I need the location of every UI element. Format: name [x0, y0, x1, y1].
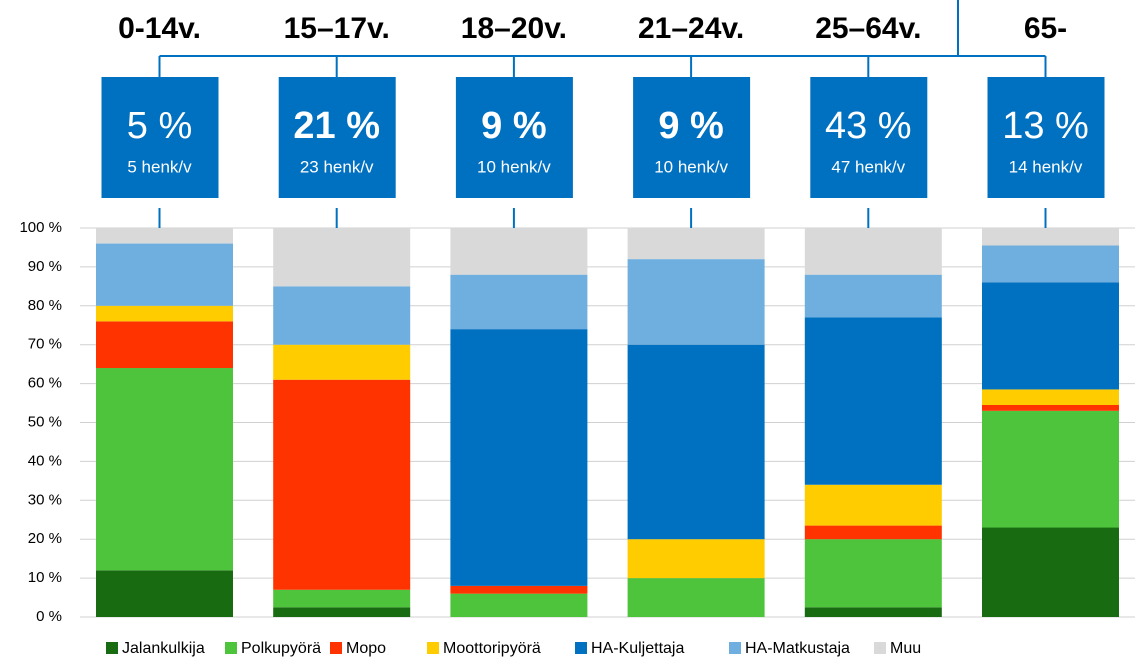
bar-segment — [982, 404, 1119, 411]
bar-segment — [273, 286, 411, 345]
legend-label: Jalankulkija — [122, 640, 205, 657]
age-label: 25–64v. — [815, 12, 921, 45]
share-box — [278, 77, 396, 198]
bar-segment — [982, 527, 1119, 617]
bar-segment — [982, 282, 1119, 390]
bar-segment — [982, 410, 1119, 528]
persons-label: 23 henk/v — [300, 157, 374, 176]
legend-label: Muu — [890, 640, 921, 657]
share-box — [633, 77, 751, 198]
age-label: 65- — [1024, 12, 1067, 45]
share-label: 9 % — [481, 105, 546, 147]
legend-swatch — [874, 642, 886, 654]
bar-segment — [627, 344, 765, 540]
bar-segment — [96, 228, 233, 244]
legend-swatch — [575, 642, 587, 654]
persons-label: 47 henk/v — [831, 157, 905, 176]
bar-segment — [804, 317, 942, 485]
age-label: 21–24v. — [638, 12, 744, 45]
bar-segment — [96, 321, 233, 369]
bar-segment — [627, 539, 765, 579]
bar-segment — [273, 589, 411, 608]
bar-segment — [96, 368, 233, 571]
bar-segment — [450, 593, 588, 617]
bar-segment — [96, 305, 233, 322]
y-tick-label: 70 % — [28, 336, 62, 353]
bar-segment — [96, 243, 233, 306]
persons-label: 14 henk/v — [1009, 157, 1083, 176]
bar-segment — [273, 607, 411, 617]
bar-segment — [450, 228, 588, 275]
legend-swatch — [427, 642, 439, 654]
bar-segment — [804, 539, 942, 608]
persons-label: 10 henk/v — [654, 157, 728, 176]
persons-label: 5 henk/v — [127, 157, 192, 176]
y-tick-label: 30 % — [28, 491, 62, 508]
persons-label: 10 henk/v — [477, 157, 551, 176]
y-tick-label: 90 % — [28, 258, 62, 275]
age-label: 0-14v. — [118, 12, 201, 45]
share-label: 5 % — [127, 105, 192, 147]
legend-swatch — [729, 642, 741, 654]
bar-segment — [273, 344, 411, 380]
y-tick-label: 20 % — [28, 530, 62, 547]
share-label: 13 % — [1002, 105, 1089, 147]
y-tick-label: 100 % — [19, 219, 62, 236]
bar-segment — [982, 389, 1119, 405]
bar-segment — [804, 484, 942, 526]
bar-segment — [450, 329, 588, 586]
y-tick-label: 40 % — [28, 452, 62, 469]
bar-segment — [804, 607, 942, 617]
bar-segment — [273, 379, 411, 590]
age-label: 18–20v. — [461, 12, 567, 45]
share-box — [455, 77, 573, 198]
bar-segment — [804, 228, 942, 275]
bar-segment — [804, 525, 942, 540]
bar-segment — [273, 228, 411, 287]
age-label: 15–17v. — [284, 12, 390, 45]
legend-label: HA-Matkustaja — [745, 640, 850, 657]
share-box — [101, 77, 219, 198]
bar-segment — [982, 228, 1119, 246]
bar-segment — [627, 578, 765, 617]
bar-segment — [982, 245, 1119, 283]
legend-label: Moottoripyörä — [443, 640, 541, 657]
bar-segment — [627, 259, 765, 345]
y-tick-label: 0 % — [36, 608, 62, 625]
y-tick-label: 50 % — [28, 413, 62, 430]
y-tick-label: 60 % — [28, 375, 62, 392]
bar-segment — [804, 274, 942, 318]
bar-segment — [450, 274, 588, 330]
y-tick-label: 10 % — [28, 569, 62, 586]
share-label: 21 % — [293, 105, 380, 147]
bar-segment — [450, 585, 588, 594]
legend-label: Polkupyörä — [241, 640, 321, 657]
share-label: 43 % — [825, 105, 912, 147]
legend-label: Mopo — [346, 640, 386, 657]
y-tick-label: 80 % — [28, 297, 62, 314]
legend-swatch — [106, 642, 118, 654]
legend-label: HA-Kuljettaja — [591, 640, 684, 657]
legend-swatch — [225, 642, 237, 654]
share-box — [987, 77, 1105, 198]
bar-segment — [96, 570, 233, 617]
share-box — [810, 77, 928, 198]
share-label: 9 % — [658, 105, 723, 147]
bar-segment — [627, 228, 765, 260]
legend-swatch — [330, 642, 342, 654]
